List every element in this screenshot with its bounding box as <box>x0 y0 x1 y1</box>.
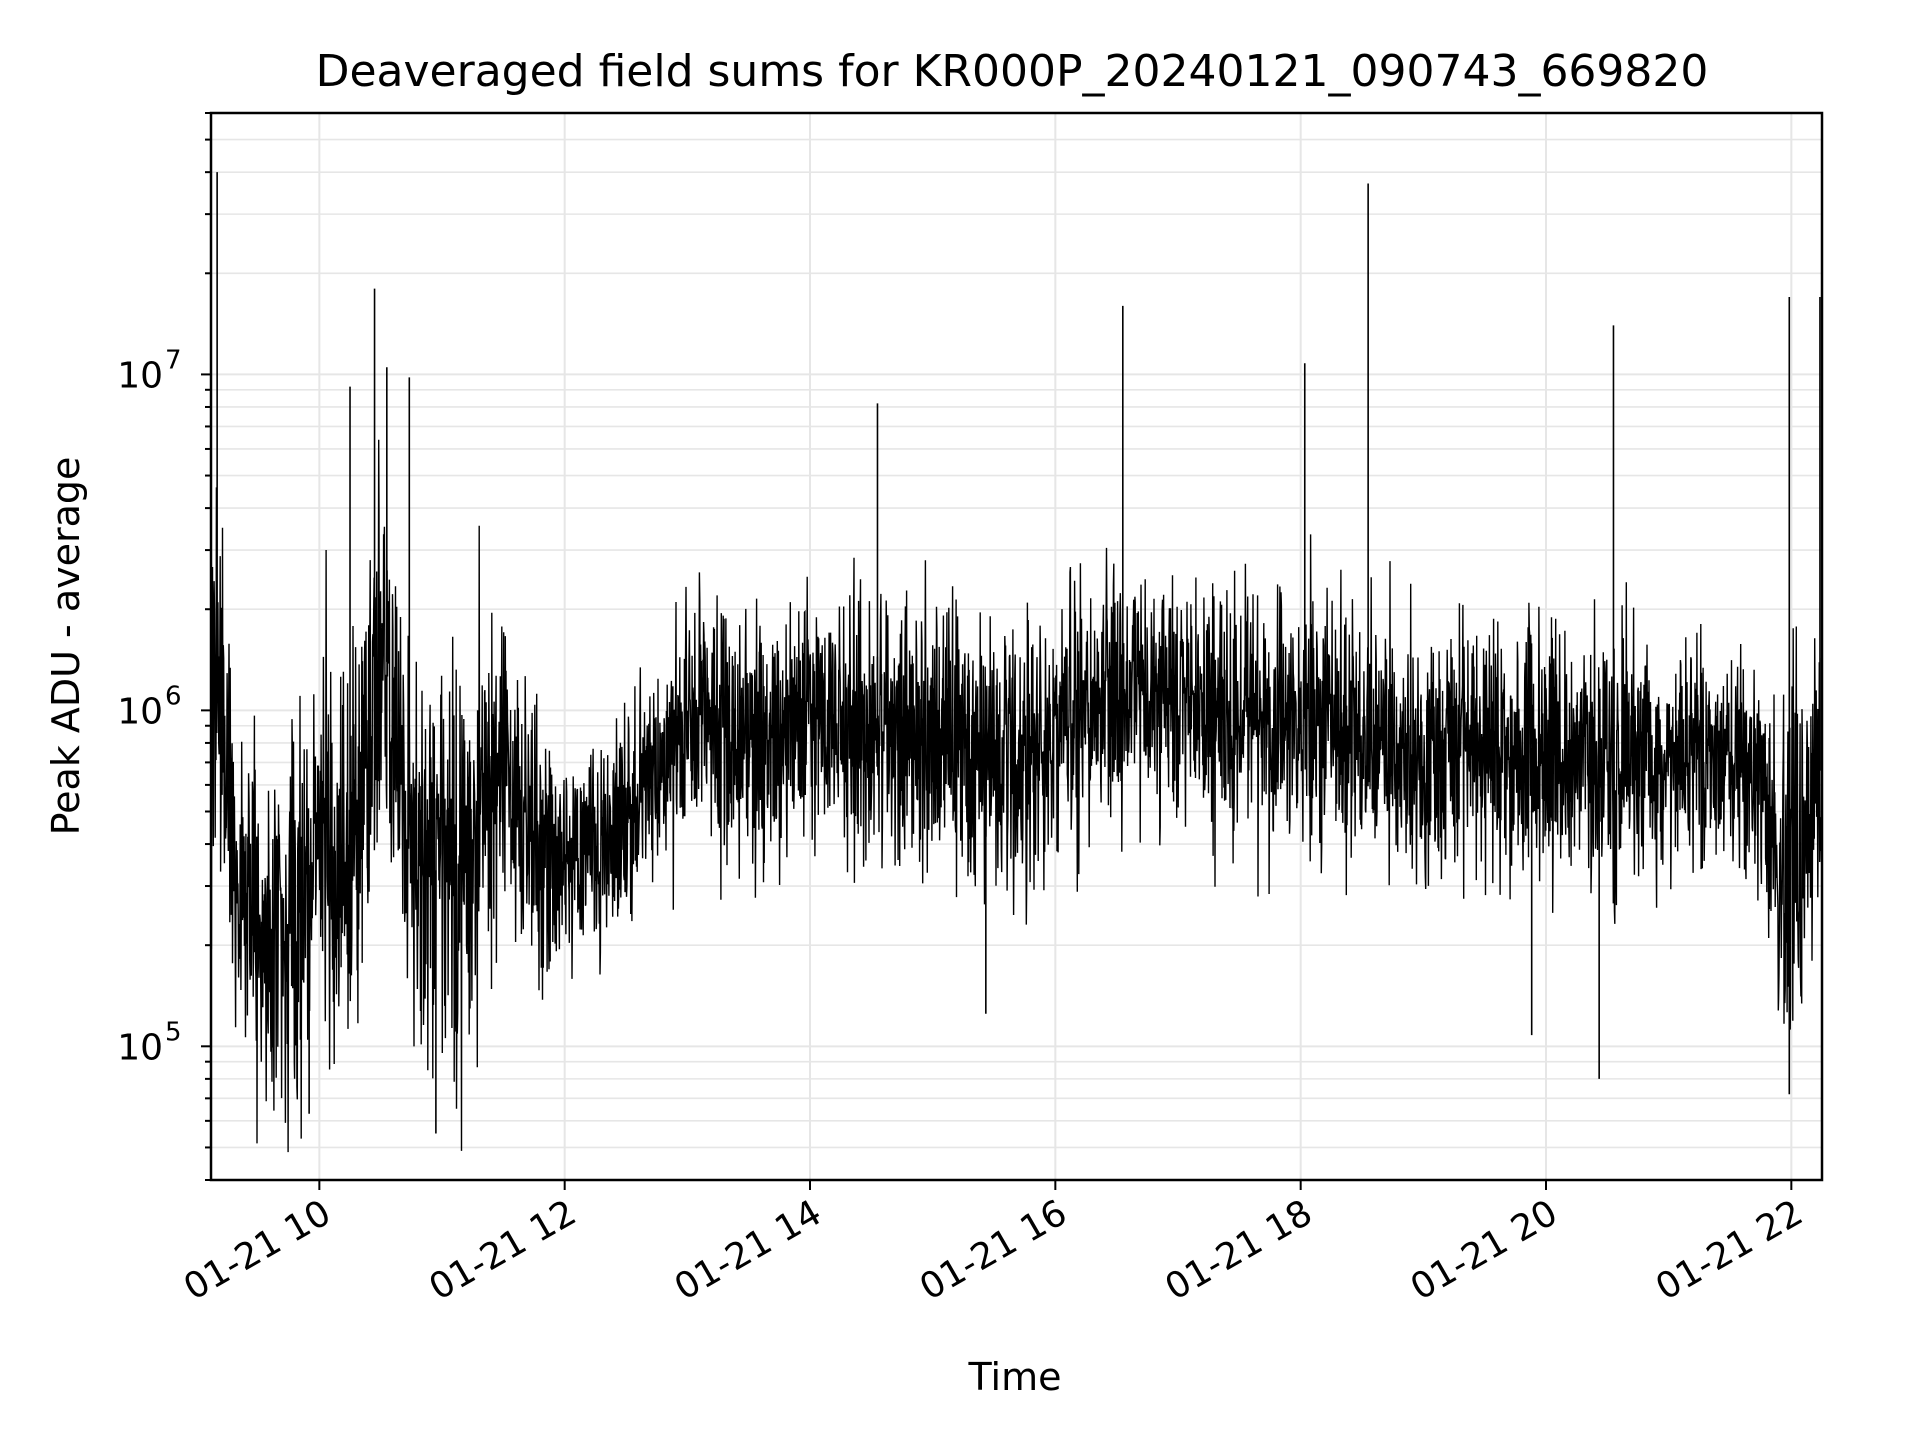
x-axis-label: Time <box>968 1355 1062 1399</box>
y-tick-label: 10 <box>117 355 163 396</box>
y-tick-label: 10 <box>117 691 163 732</box>
plot-area-frame <box>209 111 1824 1182</box>
series-line-layer <box>210 172 1823 1153</box>
y-tick-label: 10 <box>117 1027 163 1068</box>
chart-title: Deaveraged field sums for KR000P_2024012… <box>316 46 1709 97</box>
series-line <box>210 439 1823 1153</box>
y-tick-label-exponent: 5 <box>165 1017 182 1047</box>
y-tick-label-exponent: 6 <box>165 681 182 711</box>
y-tick-label-exponent: 7 <box>165 345 182 375</box>
y-axis-label: Peak ADU - average <box>44 457 88 836</box>
